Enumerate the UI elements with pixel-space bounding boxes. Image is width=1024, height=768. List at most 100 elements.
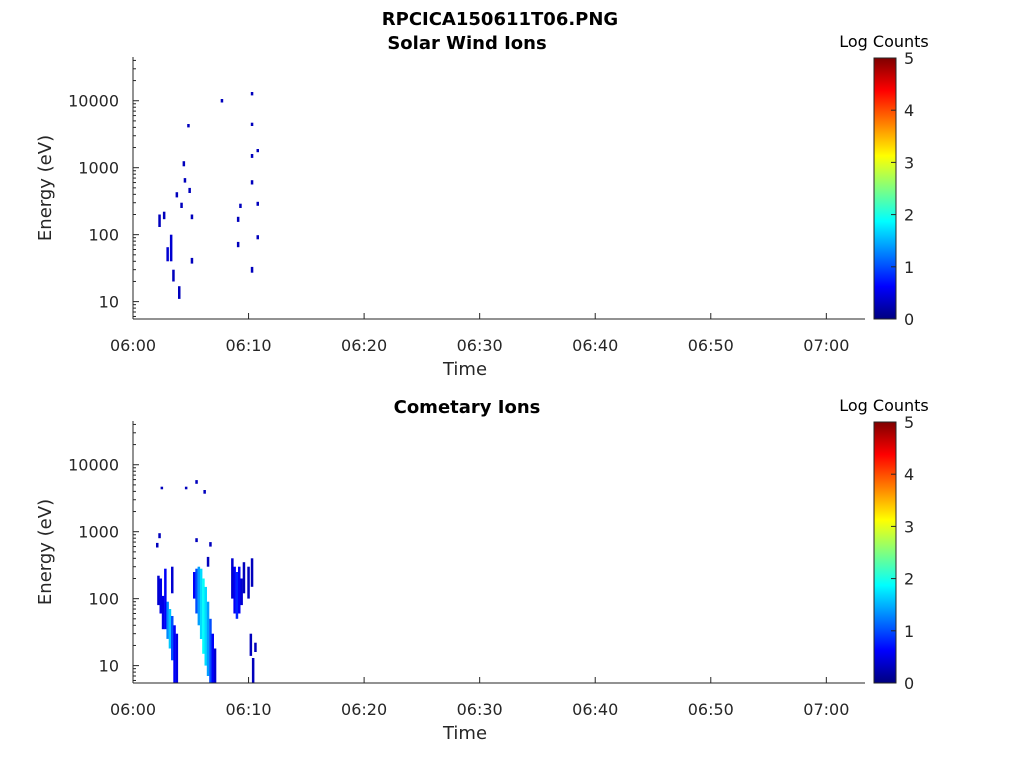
data-cell xyxy=(209,618,212,683)
data-cell xyxy=(157,575,160,606)
data-cell xyxy=(159,578,162,614)
data-cell xyxy=(238,566,241,614)
colorbar xyxy=(873,421,897,684)
x-tick-label: 06:20 xyxy=(341,700,387,719)
data-cell xyxy=(195,480,198,484)
data-cell xyxy=(168,609,172,649)
colorbar-tick-label: 2 xyxy=(904,570,914,589)
data-cell xyxy=(193,572,196,599)
x-tick-label: 07:00 xyxy=(803,700,849,719)
y-tick-label: 10 xyxy=(99,293,119,312)
data-cell xyxy=(251,658,255,683)
colorbar-tick-label: 2 xyxy=(904,206,914,225)
data-cell xyxy=(171,616,174,661)
x-tick-label: 07:00 xyxy=(803,336,849,355)
y-tick-label: 10000 xyxy=(68,456,119,475)
colorbar-tick-label: 0 xyxy=(904,674,914,693)
x-axis-label: Time xyxy=(442,723,487,744)
data-cell xyxy=(231,558,234,599)
data-cell xyxy=(158,214,161,227)
data-cell xyxy=(164,568,167,630)
data-cell xyxy=(235,572,239,619)
colorbar-tick-label: 0 xyxy=(904,310,914,329)
data-cell xyxy=(178,286,181,299)
data-cell xyxy=(247,566,250,599)
data-cell xyxy=(156,542,159,548)
data-cell xyxy=(250,122,254,126)
data-cell xyxy=(203,490,206,494)
y-tick-label: 1000 xyxy=(78,523,119,542)
data-cell xyxy=(199,568,203,639)
colorbar-tick-label: 1 xyxy=(904,622,914,641)
data-cell xyxy=(197,566,201,626)
data-cell xyxy=(250,154,254,158)
data-cell xyxy=(184,486,188,490)
data-cell xyxy=(240,578,243,606)
data-cell xyxy=(236,241,240,248)
data-cell xyxy=(172,269,175,282)
x-tick-label: 06:00 xyxy=(110,336,156,355)
y-axis-label: Energy (eV) xyxy=(35,499,56,605)
y-tick-label: 1000 xyxy=(78,159,119,178)
data-cell xyxy=(187,124,190,128)
x-tick-label: 06:50 xyxy=(688,700,734,719)
x-tick-label: 06:30 xyxy=(457,336,503,355)
colorbar-tick-label: 1 xyxy=(904,258,914,277)
data-cell xyxy=(211,633,214,683)
panel-cometary-ions: 06:00 06:10 06:20 06:30 06:40 06:50 07:0010100… xyxy=(35,396,929,744)
data-cell xyxy=(206,556,210,567)
data-cell xyxy=(182,161,186,167)
data-cell xyxy=(175,192,179,198)
data-cell xyxy=(171,566,174,594)
data-cell xyxy=(195,568,198,614)
colorbar-tick-label: 4 xyxy=(904,465,914,484)
colorbar-label: Log Counts xyxy=(839,396,929,415)
data-cell xyxy=(249,633,253,656)
data-cell xyxy=(173,625,176,683)
panel-title: Solar Wind Ions xyxy=(387,33,546,54)
x-tick-label: 06:10 xyxy=(226,336,272,355)
data-cell xyxy=(166,601,169,639)
data-cell xyxy=(160,486,164,490)
data-cell xyxy=(202,578,205,654)
y-tick-label: 10 xyxy=(99,657,119,676)
data-cell xyxy=(254,642,257,652)
y-axis-label: Energy (eV) xyxy=(35,135,56,241)
figure-title: RPCICA150611T06.PNG xyxy=(382,9,618,30)
data-cell xyxy=(250,558,254,587)
data-cell xyxy=(250,92,254,96)
data-cell xyxy=(162,211,166,220)
y-tick-label: 100 xyxy=(88,590,119,609)
data-cell xyxy=(213,648,217,683)
x-tick-label: 06:00 xyxy=(110,700,156,719)
colorbar-label: Log Counts xyxy=(839,32,929,51)
data-cell xyxy=(236,216,240,222)
y-tick-label: 10000 xyxy=(68,92,119,111)
data-cell xyxy=(242,562,246,594)
y-tick-label: 100 xyxy=(88,226,119,245)
data-cell xyxy=(183,178,187,183)
data-cell xyxy=(190,257,194,264)
x-axis-label: Time xyxy=(442,359,487,380)
data-cell xyxy=(256,149,259,153)
data-cell xyxy=(206,601,210,676)
data-cell xyxy=(161,595,165,630)
data-cell xyxy=(233,566,236,614)
colorbar-tick-label: 5 xyxy=(904,49,914,68)
data-cell xyxy=(188,187,191,193)
colorbar-tick-label: 5 xyxy=(904,413,914,432)
panel-title: Cometary Ions xyxy=(394,397,541,418)
data-cell xyxy=(209,542,212,547)
data-cell xyxy=(220,99,224,103)
data-cell xyxy=(169,234,173,262)
data-cell xyxy=(256,201,259,206)
data-cell xyxy=(190,214,194,220)
x-tick-label: 06:40 xyxy=(572,336,618,355)
data-cell xyxy=(239,203,242,208)
data-cell xyxy=(175,633,179,683)
data-cell xyxy=(180,202,183,208)
colorbar xyxy=(873,57,897,320)
data-cell xyxy=(256,235,259,240)
x-tick-label: 06:40 xyxy=(572,700,618,719)
x-tick-label: 06:30 xyxy=(457,700,503,719)
